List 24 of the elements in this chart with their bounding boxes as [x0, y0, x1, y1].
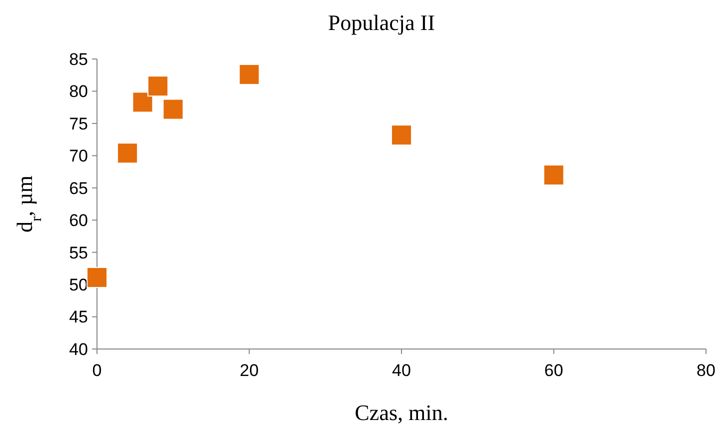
point: [543, 164, 564, 186]
x-tick-label: 60: [544, 361, 564, 380]
y-tick-label: 65: [69, 178, 88, 198]
point: [391, 124, 412, 146]
x-axis-title: Czas, min.: [354, 400, 448, 425]
y-tick-label: 75: [69, 114, 88, 134]
y-tick-label: 40: [69, 340, 88, 359]
point: [132, 92, 154, 113]
point: [86, 266, 108, 288]
point: [238, 64, 260, 85]
x-tick-label: 40: [392, 361, 411, 380]
y-tick-label: 60: [69, 211, 88, 230]
x-tick-label: 0: [92, 361, 102, 380]
y-tick-label: 70: [69, 146, 88, 166]
point: [147, 76, 168, 97]
point: [162, 98, 184, 120]
y-tick-label: 85: [69, 50, 88, 69]
x-tick-label: 20: [240, 361, 259, 380]
chart-title: Populacja II: [328, 10, 435, 35]
y-tick-label: 80: [69, 82, 88, 102]
y-tick-label: 45: [69, 308, 88, 327]
point: [116, 142, 138, 164]
x-tick-label: 80: [696, 361, 716, 380]
y-tick-label: 55: [69, 243, 88, 262]
